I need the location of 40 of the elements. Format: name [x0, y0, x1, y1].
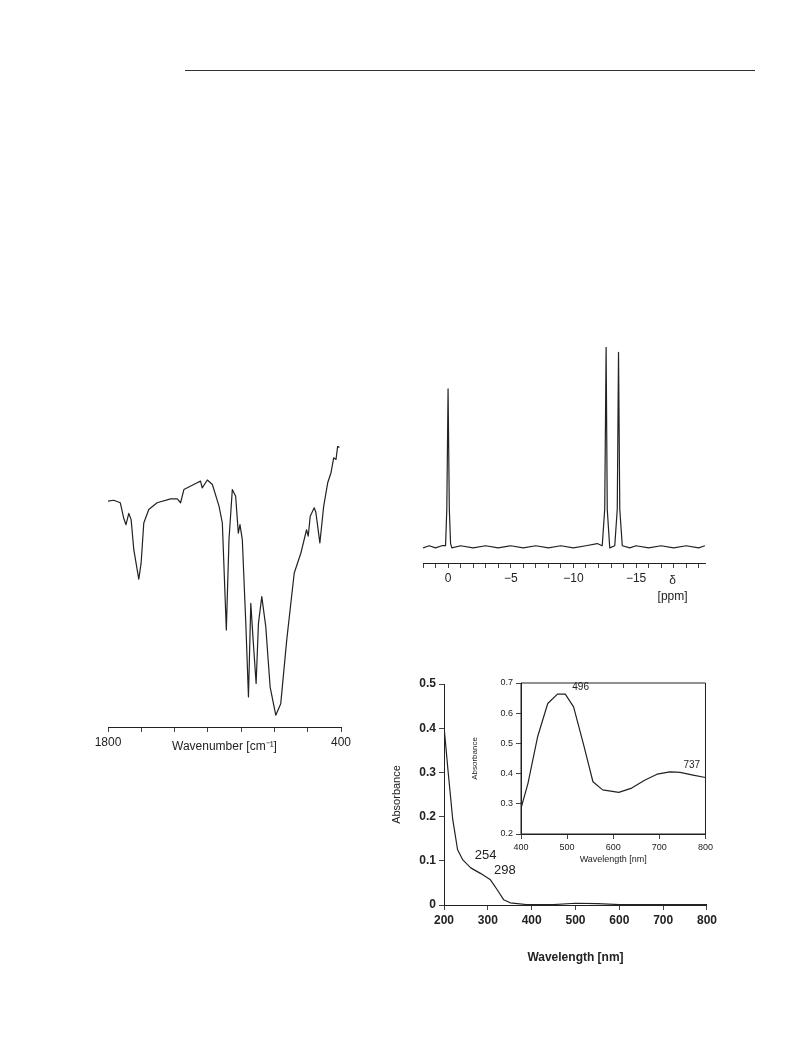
y-axis-title: Absorbance	[389, 765, 402, 824]
x-tick-label: 1800	[94, 734, 122, 749]
y-tick-label: 0.1	[419, 853, 437, 868]
x-tick-label: −5	[503, 570, 518, 585]
y-tick-label: 0.3	[500, 798, 513, 809]
x-tick-label: −10	[563, 570, 584, 585]
y-axis-title: Absorbance	[470, 736, 479, 780]
y-tick-label: 0.5	[500, 737, 513, 748]
x-axis-title: δ [ppm]	[657, 573, 688, 604]
x-tick-label: −15	[625, 570, 647, 585]
x-axis-title: Wavenumber [cm⁻¹]	[172, 739, 277, 754]
x-tick-label: 0	[444, 570, 452, 585]
y-tick-label: 0.2	[419, 808, 437, 823]
y-tick-label: 0.4	[500, 768, 513, 779]
x-tick-label: 400	[330, 734, 352, 749]
annotation: 254	[474, 846, 497, 862]
x-tick-label: 700	[653, 912, 674, 927]
y-tick-label: 0	[429, 897, 437, 912]
y-tick-label: 0.2	[500, 828, 513, 839]
x-tick-label: 300	[477, 912, 499, 927]
annotation: 298	[493, 861, 516, 877]
x-tick-label: 600	[609, 912, 630, 927]
y-tick-label: 0.6	[500, 707, 513, 718]
annotation: 496	[572, 680, 590, 692]
y-tick-label: 0.3	[419, 764, 437, 779]
x-axis-title: Wavelength [nm]	[527, 950, 624, 965]
x-tick-label: 600	[605, 841, 621, 852]
x-tick-label: 800	[697, 841, 714, 852]
x-tick-label: 800	[696, 912, 718, 927]
x-axis-title: Wavelength [nm]	[579, 854, 647, 865]
y-tick-label: 0.7	[500, 677, 513, 688]
annotation: 737	[683, 758, 701, 770]
x-tick-label: 500	[559, 841, 575, 852]
y-tick-label: 0.4	[419, 720, 437, 735]
x-tick-label: 700	[651, 841, 667, 852]
x-tick-label: 400	[521, 912, 542, 927]
x-tick-label: 200	[433, 912, 455, 927]
x-tick-label: 500	[565, 912, 586, 927]
x-tick-label: 400	[513, 841, 529, 852]
y-tick-label: 0.5	[419, 676, 437, 691]
